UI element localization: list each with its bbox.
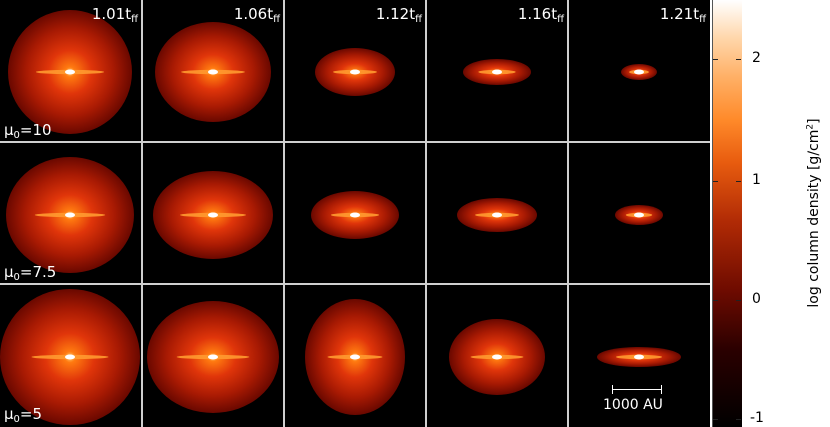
density-panel (569, 0, 710, 141)
mu-label: μ0=7.5 (4, 263, 57, 283)
colorbar-title-text: log column density [g/cm (806, 129, 822, 308)
colorbar-tick-label: 0 (752, 291, 761, 307)
panel-divider-vertical (283, 0, 285, 427)
density-panel (285, 143, 426, 284)
core-highlight (492, 212, 502, 218)
mu-label-sub: 0 (13, 130, 20, 141)
scale-bar-tick-left (612, 385, 613, 394)
time-label-sub: ff (273, 14, 280, 25)
colorbar-tick (713, 300, 718, 301)
colorbar-tick-label: 2 (752, 50, 761, 66)
colorbar-tick (713, 59, 718, 60)
panel-divider-vertical (141, 0, 143, 427)
colorbar-tick (713, 181, 718, 182)
time-label-sub: ff (415, 14, 422, 25)
colorbar-title-sup: 2 (805, 123, 816, 130)
density-panel (143, 285, 284, 426)
density-panel (427, 143, 568, 284)
scale-bar-tick-right (661, 385, 662, 394)
panel-divider-vertical (567, 0, 569, 427)
mu-label-sub: 0 (13, 414, 20, 425)
core-highlight (634, 354, 644, 360)
density-panel (143, 143, 284, 284)
mu-label: μ0=5 (4, 405, 43, 425)
colorbar-tick (736, 419, 741, 420)
density-panel (285, 0, 426, 141)
core-highlight (350, 354, 360, 360)
core-highlight (634, 212, 644, 218)
panel-divider-vertical (425, 0, 427, 427)
panel-divider-horizontal (0, 141, 710, 143)
core-highlight (492, 69, 502, 75)
density-panel (143, 0, 284, 141)
density-panel (427, 285, 568, 426)
mu-label-sub: 0 (13, 272, 20, 283)
time-label: 1.12tff (375, 5, 422, 25)
colorbar-tick-label: -1 (750, 410, 764, 426)
mu-label: μ0=10 (4, 121, 52, 141)
colorbar-title: log column density [g/cm2] (805, 118, 822, 307)
colorbar-tick-label: 1 (752, 172, 761, 188)
core-highlight (208, 69, 218, 75)
time-label: 1.06tff (233, 5, 280, 25)
colorbar-title-suffix: ] (806, 118, 822, 124)
density-panel (0, 0, 141, 141)
colorbar-tick (713, 419, 718, 420)
density-panel (285, 285, 426, 426)
core-highlight (634, 69, 644, 75)
colorbar-tick (736, 181, 741, 182)
panel-grid: 1.01tff 1.06tff 1.12tff 1.16tff 1.21tff μ0=10… (0, 0, 710, 427)
colorbar-tick (736, 59, 741, 60)
time-label: 1.21tff (659, 5, 706, 25)
density-panel (0, 285, 141, 426)
core-highlight (65, 212, 75, 218)
scale-bar (612, 384, 662, 394)
density-panel (427, 0, 568, 141)
density-panel (569, 143, 710, 284)
time-label: 1.16tff (517, 5, 564, 25)
colorbar-tick (736, 300, 741, 301)
scale-bar-line (612, 389, 662, 390)
density-panel (0, 143, 141, 284)
core-highlight (208, 212, 218, 218)
time-label-sub: ff (557, 14, 564, 25)
core-highlight (492, 354, 502, 360)
core-highlight (350, 212, 360, 218)
scale-bar-label: 1000 AU (603, 397, 663, 413)
time-label: 1.01tff (91, 5, 138, 25)
time-label-sub: ff (699, 14, 706, 25)
core-highlight (65, 69, 75, 75)
panel-divider-horizontal (0, 283, 710, 285)
colorbar (712, 0, 742, 427)
core-highlight (350, 69, 360, 75)
core-highlight (65, 354, 75, 360)
density-panel (569, 285, 710, 426)
core-highlight (208, 354, 218, 360)
time-label-sub: ff (131, 14, 138, 25)
